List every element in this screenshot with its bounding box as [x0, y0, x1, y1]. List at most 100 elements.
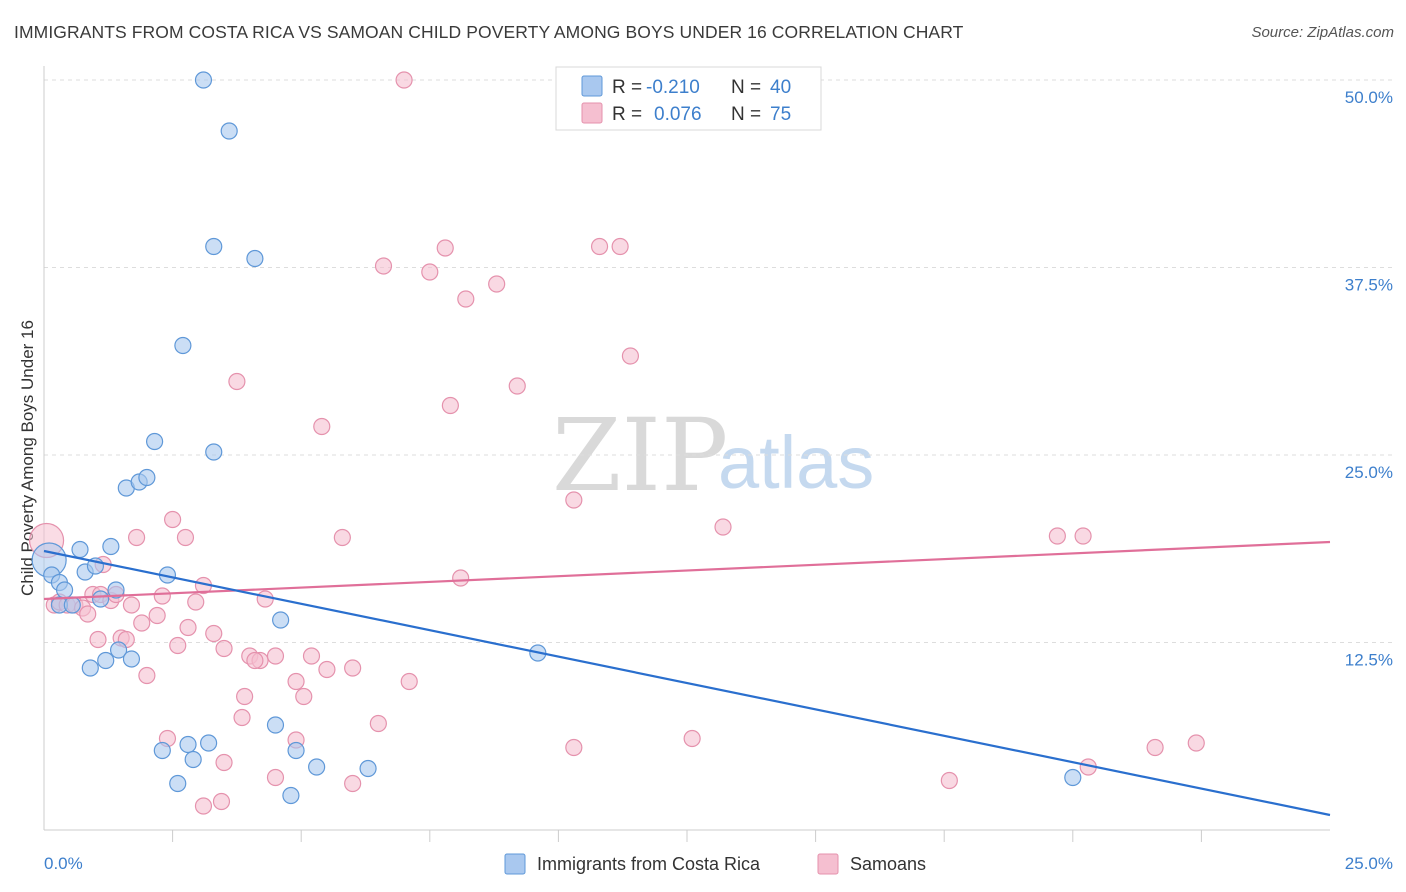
samoans-point: [621, 347, 640, 365]
samoans-point: [127, 528, 146, 547]
costa-rica-point: [91, 590, 110, 608]
samoans-point: [369, 714, 387, 733]
costa-rica-point: [169, 774, 187, 793]
samoans-point: [590, 237, 609, 256]
costa-rica-point: [287, 741, 305, 760]
costa-rica-point: [97, 651, 115, 670]
samoans-point: [89, 630, 107, 649]
samoans-point: [148, 606, 166, 625]
costa-rica-point: [194, 71, 213, 89]
legend-r-value-pink: 0.076: [654, 104, 702, 125]
samoans-point: [488, 275, 506, 293]
samoans-point: [441, 396, 459, 415]
x-tick-label-max: 25.0%: [1345, 854, 1393, 873]
samoans-point: [344, 659, 362, 677]
watermark-atlas: atlas: [718, 421, 874, 504]
bottom-legend-swatch-blue: [504, 853, 526, 875]
samoans-point: [194, 797, 213, 815]
chart-title: IMMIGRANTS FROM COSTA RICA VS SAMOAN CHI…: [14, 22, 964, 42]
bottom-legend-label-samoans: Samoans: [850, 854, 926, 874]
samoans-point: [1074, 527, 1092, 545]
costa-rica-point: [63, 596, 81, 614]
samoans-point: [565, 491, 583, 509]
legend-r-value-blue: -0.210: [646, 77, 700, 98]
samoans-point: [153, 587, 171, 605]
bottom-legend-label-costa-rica: Immigrants from Costa Rica: [537, 854, 761, 874]
costa-rica-point: [359, 759, 377, 778]
y-tick-label: 37.5%: [1345, 276, 1393, 295]
costa-rica-point: [109, 641, 128, 659]
samoans-point: [179, 618, 197, 637]
y-tick-label: 12.5%: [1345, 651, 1393, 670]
x-axis-ticks: [172, 830, 1202, 842]
watermark: ZIP atlas: [552, 397, 874, 514]
samoans-point: [452, 569, 470, 587]
samoans-point: [683, 729, 701, 748]
samoans-point: [400, 672, 418, 691]
samoans-point: [246, 651, 264, 670]
stats-legend: R = -0.210 N = 40 R = 0.076 N = 75: [555, 66, 822, 131]
costa-rica-point: [55, 581, 74, 599]
costa-rica-point: [153, 741, 171, 760]
samoans-trend-line: [43, 540, 1331, 601]
samoans-point: [302, 647, 321, 665]
samoans-point: [233, 708, 251, 727]
samoans-point: [266, 768, 285, 787]
samoans-point: [176, 528, 195, 547]
samoans-point: [714, 518, 732, 536]
costa-rica-point: [308, 758, 326, 776]
legend-n-value-pink: 75: [770, 104, 791, 125]
samoans-point: [457, 290, 475, 308]
costa-rica-point: [220, 122, 238, 140]
samoans-point: [318, 660, 336, 679]
bottom-legend-swatch-pink: [817, 853, 839, 875]
samoans-point: [122, 596, 141, 614]
costa-rica-point: [102, 537, 120, 556]
trend-lines: [43, 540, 1331, 817]
samoans-point: [611, 237, 629, 256]
costa-rica-point: [138, 468, 156, 487]
samoans-point: [1146, 738, 1164, 757]
costa-rica-point: [184, 750, 202, 769]
samoans-point: [565, 738, 583, 757]
samoans-point: [187, 593, 205, 611]
costa-rica-point: [145, 432, 164, 451]
samoans-point: [940, 771, 958, 790]
samoans-point: [344, 774, 362, 793]
costa-rica-point: [81, 659, 99, 677]
samoans-point: [215, 753, 233, 772]
costa-rica-point: [200, 734, 218, 752]
legend-swatch-pink: [581, 102, 603, 124]
samoans-point: [138, 666, 156, 685]
samoans-point: [79, 605, 97, 623]
costa-rica-trend-line: [43, 549, 1331, 817]
samoans-point: [133, 614, 151, 632]
costa-rica-point: [266, 716, 285, 734]
samoans-point: [287, 672, 305, 691]
samoans-point: [1187, 734, 1205, 752]
costa-rica-point: [205, 237, 223, 256]
samoans-point: [395, 71, 413, 89]
costa-rica-point: [107, 581, 125, 599]
chart-source: Source: ZipAtlas.com: [1251, 24, 1394, 41]
series-legend: Immigrants from Costa Rica Samoans: [504, 853, 926, 875]
samoans-point: [169, 636, 187, 655]
costa-rica-point: [174, 336, 192, 355]
samoans-point: [295, 687, 313, 706]
samoans-point: [215, 639, 233, 658]
samoans-point: [1048, 527, 1066, 545]
samoans-point: [333, 528, 351, 547]
legend-r-label-blue: R =: [612, 77, 642, 98]
samoans-point: [374, 257, 393, 275]
costa-rica-point: [179, 735, 197, 754]
costa-rica-point: [205, 443, 223, 461]
legend-n-value-blue: 40: [770, 77, 791, 98]
samoans-point: [256, 590, 274, 608]
samoans-point: [212, 792, 231, 811]
y-tick-labels: 12.5% 25.0% 37.5% 50.0%: [1345, 88, 1393, 670]
costa-rica-point: [122, 650, 141, 668]
x-tick-label-min: 0.0%: [44, 854, 83, 873]
costa-rica-point: [1064, 768, 1082, 787]
legend-swatch-blue: [581, 75, 603, 97]
